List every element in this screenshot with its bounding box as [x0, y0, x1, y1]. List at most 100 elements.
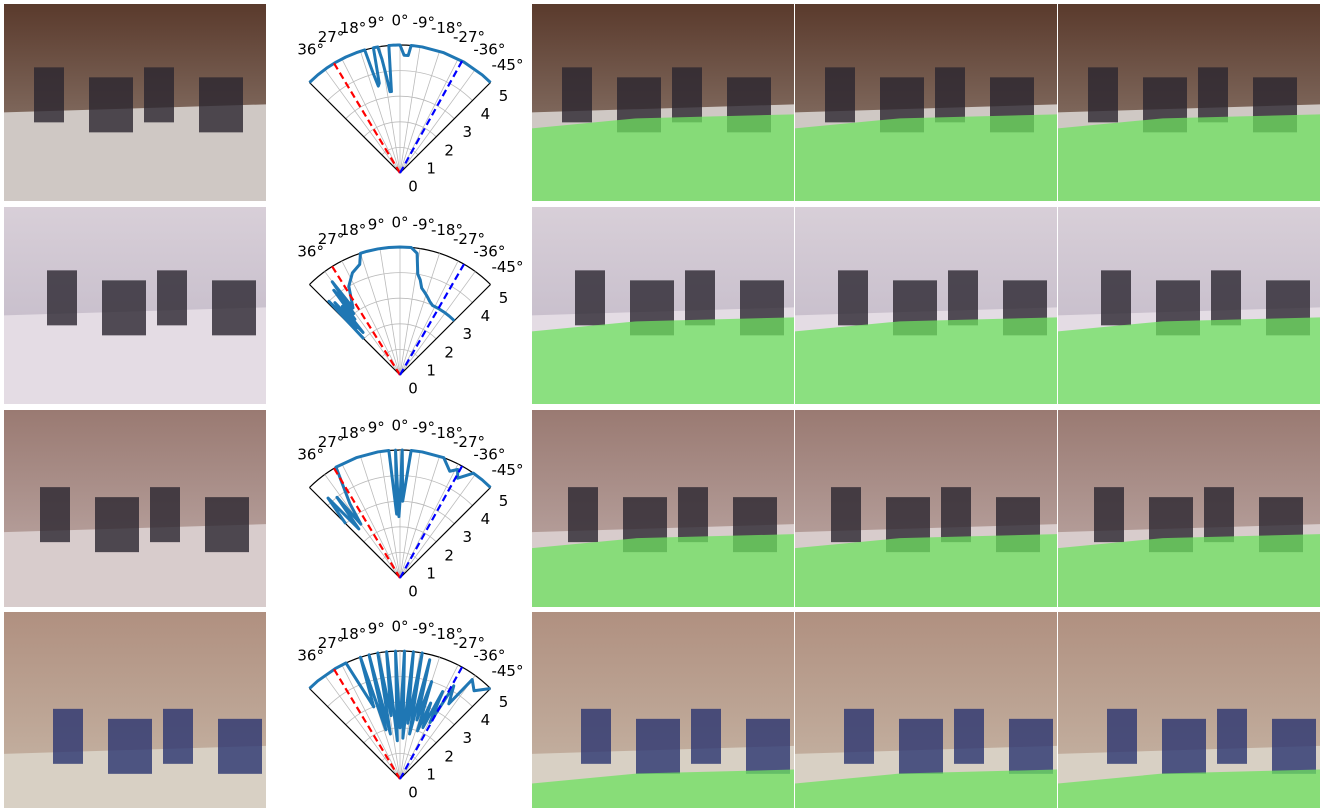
theta-tick-label: 18°	[340, 424, 367, 442]
photo	[795, 612, 1057, 808]
polar-chart: 01234536°27°18°9°0°-9°-18°-27°-36°-45°	[270, 612, 528, 808]
theta-tick-label: 18°	[340, 19, 367, 37]
photo	[4, 207, 266, 404]
theta-tick-label: 0°	[391, 417, 408, 435]
photo-object	[1101, 270, 1131, 325]
photo-object	[34, 67, 64, 122]
photo-object	[831, 487, 861, 542]
photo-object	[150, 487, 180, 542]
theta-tick-label: 9°	[368, 13, 385, 31]
photo-object	[199, 77, 243, 132]
photo	[795, 410, 1057, 607]
photo-object	[678, 487, 708, 542]
photo-object	[672, 67, 702, 122]
photo-object	[1107, 709, 1137, 764]
photo-object	[575, 270, 605, 325]
photo-object	[108, 719, 152, 774]
theta-tick-label: -45°	[491, 662, 523, 680]
segmentation-overlay	[1058, 534, 1320, 607]
photo-object	[144, 67, 174, 122]
photo-object	[1088, 67, 1118, 122]
photo	[1058, 207, 1320, 404]
photo-object	[53, 709, 83, 764]
photo-object	[899, 719, 943, 774]
r-tick-label: 2	[444, 747, 454, 765]
theta-tick-label: -45°	[491, 461, 523, 479]
photo-object	[102, 280, 146, 335]
photo-object	[1094, 487, 1124, 542]
photo-object	[685, 270, 715, 325]
photo-object	[1211, 270, 1241, 325]
r-tick-label: 0	[408, 784, 418, 802]
r-tick-label: 5	[499, 492, 509, 510]
photo-object	[212, 280, 256, 335]
photo-object	[218, 719, 262, 774]
r-tick-label: 4	[481, 711, 491, 729]
photo	[532, 207, 794, 404]
r-tick-label: 5	[499, 289, 509, 307]
figure: 01234536°27°18°9°0°-9°-18°-27°-36°-45°01…	[0, 0, 1325, 808]
photo-object	[746, 719, 790, 774]
photo-object	[1217, 709, 1247, 764]
photo-object	[954, 709, 984, 764]
photo	[795, 207, 1057, 404]
theta-tick-label: 0°	[391, 214, 408, 232]
r-tick-label: 1	[426, 361, 436, 379]
r-tick-label: 4	[481, 105, 491, 123]
photo-object	[825, 67, 855, 122]
photo-object	[1272, 719, 1316, 774]
photo-object	[568, 487, 598, 542]
photo-object	[1204, 487, 1234, 542]
polar-chart: 01234536°27°18°9°0°-9°-18°-27°-36°-45°	[270, 4, 528, 201]
photo-object	[95, 497, 139, 552]
photo-object	[838, 270, 868, 325]
theta-tick-label: 9°	[368, 418, 385, 436]
theta-tick-label: 18°	[340, 221, 367, 239]
r-tick-label: 3	[463, 729, 473, 747]
r-tick-label: 5	[499, 693, 509, 711]
theta-tick-label: -45°	[491, 56, 523, 74]
r-tick-label: 2	[444, 546, 454, 564]
photo	[1058, 4, 1320, 201]
photo-object	[1009, 719, 1053, 774]
photo-object	[948, 270, 978, 325]
photo-object	[844, 709, 874, 764]
photo	[4, 612, 266, 808]
r-tick-label: 4	[481, 307, 491, 325]
photo-object	[636, 719, 680, 774]
photo-object	[163, 709, 193, 764]
segmentation-overlay	[1058, 114, 1320, 201]
r-tick-label: 2	[444, 141, 454, 159]
r-tick-label: 3	[463, 123, 473, 141]
theta-tick-label: 0°	[391, 618, 408, 636]
photo-object	[47, 270, 77, 325]
theta-tick-label: 18°	[340, 625, 367, 643]
theta-tick-label: 9°	[368, 215, 385, 233]
r-tick-label: 3	[463, 325, 473, 343]
theta-tick-label: 9°	[368, 619, 385, 637]
photo-object	[935, 67, 965, 122]
photo	[532, 612, 794, 808]
photo	[532, 4, 794, 201]
polar-chart: 01234536°27°18°9°0°-9°-18°-27°-36°-45°	[270, 410, 528, 607]
theta-tick-label: 0°	[391, 12, 408, 30]
segmentation-overlay	[532, 114, 794, 201]
segmentation-overlay	[1058, 317, 1320, 404]
photo	[532, 410, 794, 607]
photo-object	[89, 77, 133, 132]
photo	[4, 410, 266, 607]
segmentation-overlay	[532, 534, 794, 607]
photo-object	[562, 67, 592, 122]
photo-object	[581, 709, 611, 764]
photo-object	[205, 497, 249, 552]
segmentation-overlay	[795, 114, 1057, 201]
photo-object	[157, 270, 187, 325]
r-tick-label: 3	[463, 528, 473, 546]
segmentation-overlay	[795, 534, 1057, 607]
r-tick-label: 1	[426, 564, 436, 582]
photo-object	[691, 709, 721, 764]
r-tick-label: 0	[408, 380, 418, 398]
r-tick-label: 4	[481, 510, 491, 528]
segmentation-overlay	[532, 317, 794, 404]
